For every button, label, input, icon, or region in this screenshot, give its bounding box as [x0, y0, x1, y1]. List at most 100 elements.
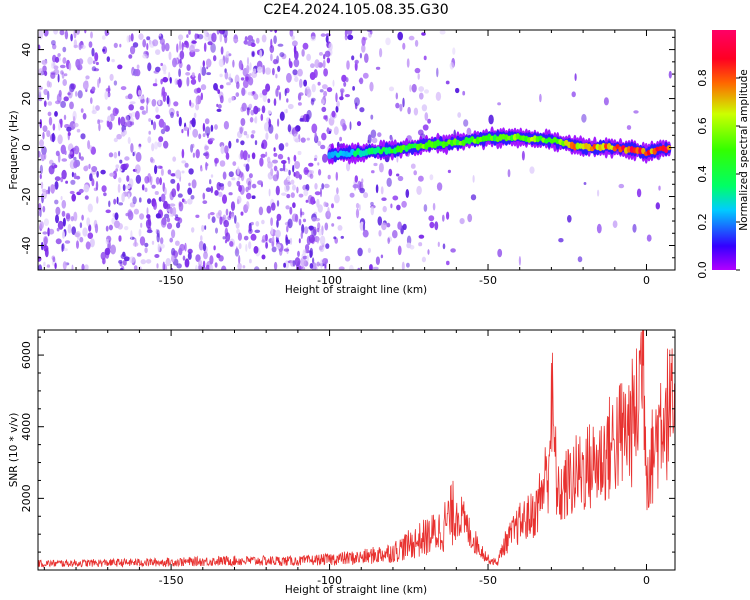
noise-speck: [377, 132, 382, 138]
noise-speck: [313, 157, 317, 162]
noise-speck: [294, 161, 301, 169]
noise-speck: [41, 59, 48, 65]
y-tick-label: -40: [20, 237, 33, 255]
noise-speck: [322, 59, 326, 69]
noise-speck: [163, 200, 168, 210]
noise-speck: [583, 182, 587, 185]
noise-speck: [173, 101, 179, 107]
y-tick-label: 4000: [20, 413, 33, 441]
noise-speck: [130, 45, 136, 55]
noise-speck: [397, 245, 402, 256]
noise-speck: [340, 235, 344, 239]
noise-speck: [224, 239, 228, 244]
noise-speck: [43, 100, 47, 107]
noise-speck: [52, 123, 56, 131]
noise-speck: [251, 183, 257, 189]
noise-speck: [261, 235, 267, 243]
noise-speck: [198, 259, 203, 267]
noise-speck: [205, 58, 212, 68]
noise-speck: [313, 226, 317, 236]
noise-speck: [427, 249, 430, 255]
noise-speck: [232, 59, 235, 68]
noise-speck: [251, 130, 256, 134]
noise-speck: [127, 210, 134, 221]
noise-speck: [170, 178, 176, 184]
noise-speck: [202, 133, 206, 138]
noise-speck: [200, 168, 203, 172]
noise-speck: [267, 110, 272, 115]
noise-speck: [80, 108, 84, 113]
noise-speck: [223, 120, 229, 130]
noise-speck: [56, 227, 60, 232]
noise-speck: [228, 140, 232, 149]
noise-speck: [158, 118, 165, 128]
noise-speck: [325, 35, 329, 43]
noise-speck: [246, 64, 250, 74]
noise-speck: [261, 254, 266, 260]
noise-speck: [352, 184, 359, 189]
noise-speck: [135, 174, 142, 184]
noise-speck: [323, 115, 328, 120]
noise-speck: [159, 177, 163, 186]
y-tick-label: 0: [20, 144, 33, 151]
noise-speck: [276, 170, 280, 180]
noise-speck: [154, 191, 159, 195]
noise-speck: [175, 240, 180, 246]
noise-speck: [248, 76, 254, 86]
noise-speck: [232, 161, 237, 167]
noise-speck: [225, 152, 230, 160]
noise-speck: [301, 224, 305, 234]
noise-speck: [129, 256, 136, 264]
noise-speck: [56, 93, 62, 103]
noise-speck: [95, 180, 99, 191]
noise-speck: [381, 222, 387, 231]
noise-speck: [38, 44, 41, 51]
noise-speck: [287, 239, 291, 245]
noise-speck: [190, 78, 197, 85]
noise-speck: [320, 144, 326, 150]
noise-speck: [228, 192, 233, 196]
noise-speck: [193, 112, 197, 119]
noise-speck: [395, 92, 398, 100]
noise-speck: [78, 188, 84, 194]
noise-speck: [130, 143, 134, 153]
noise-speck: [91, 86, 96, 92]
noise-speck: [209, 264, 214, 270]
noise-speck: [68, 62, 72, 71]
noise-speck: [181, 148, 185, 159]
noise-speck: [331, 110, 336, 118]
noise-speck: [321, 98, 324, 104]
noise-speck: [285, 236, 289, 246]
noise-speck: [375, 256, 380, 266]
noise-speck: [146, 43, 149, 51]
noise-speck: [62, 230, 65, 239]
noise-speck: [138, 146, 142, 150]
noise-speck: [116, 133, 122, 140]
noise-speck: [160, 78, 163, 85]
noise-speck: [51, 132, 55, 143]
noise-speck: [436, 182, 443, 191]
noise-speck: [349, 121, 352, 131]
noise-speck: [48, 81, 52, 88]
noise-speck: [367, 247, 371, 254]
noise-speck: [202, 200, 208, 205]
noise-speck: [178, 247, 183, 256]
noise-speck: [53, 65, 59, 70]
noise-speck: [236, 180, 241, 187]
noise-speck: [347, 34, 354, 40]
noise-speck: [118, 177, 122, 183]
noise-speck: [282, 161, 286, 172]
noise-speck: [331, 203, 334, 209]
noise-speck: [421, 104, 428, 112]
noise-speck: [277, 118, 280, 127]
noise-speck: [248, 225, 251, 231]
noise-speck: [302, 249, 307, 256]
noise-speck: [38, 203, 42, 211]
noise-speck: [217, 89, 221, 94]
noise-speck: [108, 224, 113, 231]
noise-speck: [302, 255, 308, 260]
snr-panel: -150 -100 -50 0 2000 4000 6000 Height of stra…: [8, 329, 676, 596]
noise-speck: [151, 184, 156, 189]
noise-speck: [169, 237, 173, 243]
noise-speck: [321, 106, 327, 113]
